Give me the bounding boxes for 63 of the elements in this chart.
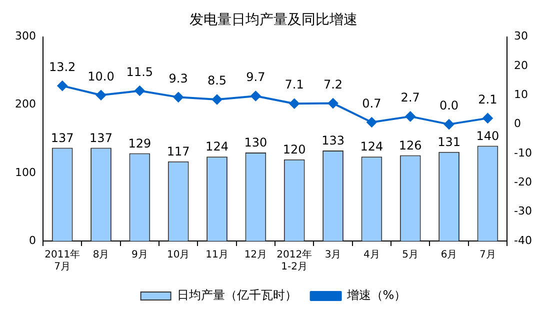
x-tick-label: 7月 [480, 250, 496, 261]
x-tick-label: 12月 [244, 250, 268, 261]
data-label: 10.0 [88, 69, 114, 84]
x-tick-label: 2011年 7月 [44, 248, 80, 273]
data-label: 133 [322, 134, 344, 148]
data-label: 0.7 [362, 96, 382, 110]
data-label: 0.0 [439, 98, 459, 112]
x-tick-label: 8月 [92, 250, 110, 261]
data-label: 7.2 [323, 77, 343, 92]
x-tick-label: 4月 [364, 250, 380, 261]
x-tick-label: 3月 [324, 250, 342, 261]
point [134, 86, 145, 96]
data-label: 126 [398, 138, 422, 152]
y2-tick-label: -30 [514, 204, 532, 218]
data-label: 129 [128, 136, 152, 150]
data-label: 140 [476, 128, 500, 143]
y2-tick-label: -10 [514, 146, 532, 160]
legend-label: 增速（%） [346, 288, 406, 302]
data-label: 137 [90, 130, 112, 145]
point [96, 90, 106, 100]
point [444, 119, 454, 130]
y2-tick-label: -40 [514, 234, 532, 247]
x-tick-label: 9月 [131, 250, 148, 261]
point [173, 92, 184, 102]
point [212, 94, 222, 105]
y-tick-label: 0 [28, 234, 36, 247]
y-tick-label: 200 [14, 98, 36, 111]
y-tick-label: 300 [14, 30, 36, 43]
data-label: 2.1 [478, 92, 498, 106]
point [328, 98, 338, 108]
data-label: 117 [166, 144, 190, 158]
y2-tick-label: 20 [514, 58, 528, 72]
x-tick-label: 6月 [440, 250, 458, 261]
y2-tick-label: 10 [514, 88, 528, 101]
data-label: 7.1 [284, 78, 304, 92]
data-label: 2.7 [400, 90, 420, 105]
data-label: 13.2 [48, 60, 76, 74]
data-label: 120 [282, 142, 306, 156]
data-label: 131 [438, 134, 460, 149]
x-tick-label: 5月 [402, 250, 419, 261]
data-label: 9.7 [246, 70, 266, 84]
point [482, 113, 493, 124]
point [250, 91, 261, 102]
point [289, 98, 300, 109]
y2-tick-label: 30 [514, 30, 528, 43]
point [366, 117, 377, 128]
chart-title: 发电量日均产量及同比增速 [190, 12, 358, 28]
legend-label: 日均产量（亿千瓦时） [176, 288, 297, 302]
point [405, 111, 416, 122]
data-label: 130 [244, 136, 268, 150]
data-label: 124 [206, 140, 228, 154]
y2-tick-label: -20 [514, 176, 532, 189]
x-tick-label: 11月 [206, 250, 228, 261]
x-tick-label: 10月 [166, 250, 190, 261]
data-label: 8.5 [207, 74, 227, 88]
data-label: 11.5 [126, 64, 154, 79]
x-tick-label: 2012年 1-2月 [276, 248, 312, 273]
point [57, 80, 68, 91]
data-label: 124 [360, 140, 384, 154]
y2-tick-label: 0 [514, 117, 522, 130]
y-tick-label: 100 [14, 166, 36, 179]
data-label: 9.3 [168, 71, 188, 86]
data-label: 137 [50, 130, 74, 145]
